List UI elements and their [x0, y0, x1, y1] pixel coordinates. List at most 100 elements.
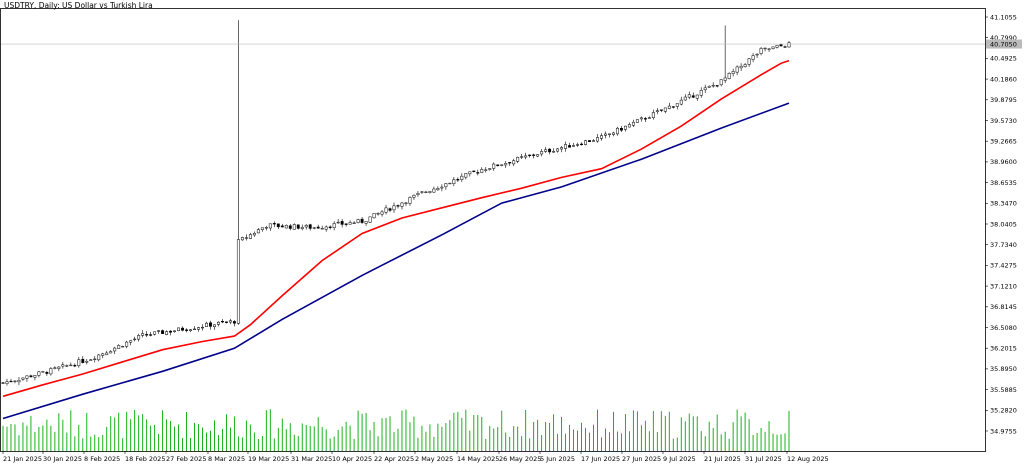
candle-body	[412, 195, 416, 198]
candle-body	[29, 375, 33, 378]
candle-body	[177, 327, 181, 331]
candle-body	[81, 358, 85, 363]
candle-body	[384, 207, 388, 213]
candle-body	[424, 191, 428, 194]
candle-body	[73, 365, 77, 367]
candle-body	[691, 95, 695, 98]
candle-body	[432, 188, 436, 193]
candle-body	[540, 151, 544, 155]
y-tick-label: 36.2015	[990, 345, 1017, 353]
candle-body	[444, 183, 448, 188]
candle-body	[376, 212, 380, 215]
candle-body	[635, 119, 639, 123]
candle-body	[420, 191, 424, 193]
candle-body	[544, 149, 548, 152]
candle-body	[556, 148, 560, 152]
x-tick-label: 21 Jul 2025	[704, 455, 741, 463]
candle-body	[408, 197, 412, 204]
candle-body	[141, 333, 145, 336]
x-tick-label: 19 Mar 2025	[248, 455, 289, 463]
candle-body	[189, 329, 192, 331]
volume-bars	[2, 409, 790, 451]
x-tick-label: 8 Feb 2025	[84, 455, 120, 463]
candle-body	[380, 211, 384, 215]
candle-body	[739, 65, 743, 69]
candle-body	[687, 94, 691, 98]
candle-body	[308, 224, 312, 229]
y-tick-label: 35.5885	[990, 386, 1017, 394]
candle-body	[169, 330, 173, 333]
candle-body	[149, 334, 153, 336]
candle-body	[627, 124, 631, 128]
candle-body	[504, 163, 508, 166]
candle-body	[631, 122, 635, 126]
candle-body	[320, 228, 324, 230]
candle-body	[396, 205, 400, 207]
x-tick-label: 14 May 2025	[457, 455, 499, 463]
candle-body	[651, 112, 655, 118]
candle-body	[759, 48, 763, 54]
candle-body	[153, 331, 157, 335]
candle-body	[340, 221, 344, 225]
candle-body	[77, 359, 81, 366]
candle-body	[272, 223, 276, 225]
candle-body	[201, 326, 204, 329]
chart-title: USDTRY, Daily: US Dollar vs Turkish Lira	[4, 1, 153, 10]
candle-body	[368, 216, 372, 223]
candle-body	[548, 148, 552, 153]
candle-body	[400, 202, 404, 207]
candle-body	[256, 229, 260, 234]
candle-body	[37, 371, 41, 376]
candle-body	[743, 64, 747, 67]
candle-body	[324, 226, 328, 230]
candle-body	[57, 366, 61, 369]
candle-body	[436, 188, 440, 191]
candle-body	[464, 173, 468, 178]
candle-body	[492, 163, 496, 169]
candle-body	[165, 331, 169, 335]
candle-body	[69, 364, 73, 367]
candle-body	[707, 85, 711, 88]
y-tick-label: 37.1210	[990, 282, 1017, 290]
candle-body	[440, 186, 444, 189]
candle-body	[25, 375, 29, 379]
candle-body	[480, 169, 484, 173]
candle-body	[755, 53, 759, 56]
candle-body	[679, 99, 683, 105]
candle-body	[779, 44, 783, 47]
y-tick-label: 39.2665	[990, 138, 1017, 146]
candle-body	[404, 202, 408, 204]
x-tick-label: 31 Jul 2025	[745, 455, 782, 463]
candle-body	[145, 334, 149, 336]
candle-body	[228, 320, 232, 323]
candle-body	[388, 208, 392, 211]
candle-body	[452, 179, 456, 184]
candle-body	[185, 329, 188, 331]
candle-body	[181, 327, 184, 331]
candle-body	[224, 321, 228, 323]
candle-body	[476, 172, 480, 174]
candle-body	[472, 170, 476, 172]
y-tick-label: 38.6535	[990, 179, 1017, 187]
candle-body	[647, 117, 651, 119]
candle-body	[751, 55, 755, 60]
candle-body	[17, 379, 21, 383]
candle-body	[584, 140, 587, 145]
candle-body	[276, 223, 280, 228]
candle-body	[604, 133, 607, 136]
candle-body	[460, 175, 464, 180]
candle-body	[264, 227, 268, 229]
moving-averages	[2, 59, 790, 420]
candle-body	[220, 320, 224, 323]
candle-body	[232, 321, 236, 324]
x-tick-label: 21 Jan 2025	[3, 455, 42, 463]
candle-body	[240, 237, 244, 241]
candle-body	[671, 106, 675, 108]
candle-body	[284, 224, 288, 229]
y-axis: 41.1055 40.7990 40.4925 40.1860 39.8795 39.57…	[985, 13, 1017, 435]
candle-body	[300, 227, 304, 230]
candle-body	[588, 140, 591, 142]
candle-body	[117, 345, 121, 349]
candle-body	[723, 77, 727, 81]
